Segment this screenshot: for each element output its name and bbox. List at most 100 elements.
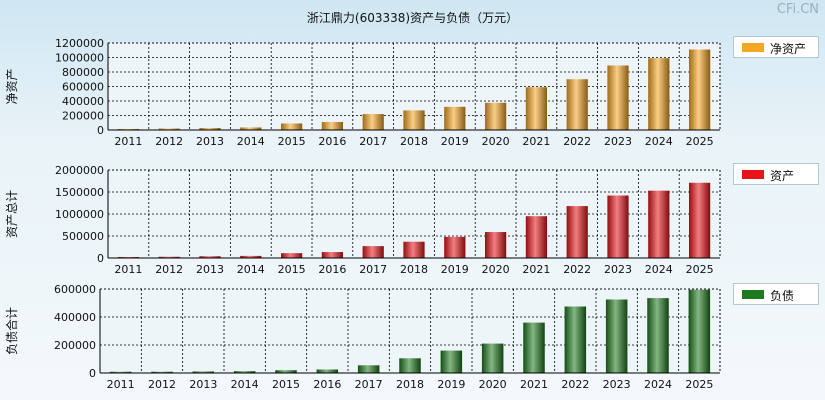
bar-net-assets-2022 bbox=[566, 79, 588, 130]
bar-assets-2020 bbox=[484, 232, 507, 258]
chart-title: 浙江鼎力(603338)资产与负债（万元） bbox=[306, 11, 519, 25]
bar-assets-2024 bbox=[648, 190, 670, 258]
y-tick-label-assets: 1500000 bbox=[55, 186, 104, 199]
x-tick-label-assets: 2013 bbox=[196, 263, 224, 276]
x-tick-label-liabilities: 2013 bbox=[189, 378, 217, 391]
x-tick-label-liabilities: 2012 bbox=[148, 378, 176, 391]
x-tick-label-liabilities: 2018 bbox=[396, 378, 424, 391]
x-tick-label-liabilities: 2021 bbox=[520, 378, 548, 391]
x-tick-label-net-assets: 2013 bbox=[196, 135, 224, 148]
x-tick-label-liabilities: 2016 bbox=[313, 378, 341, 391]
bar-assets-2013 bbox=[199, 256, 221, 258]
bar-assets-2025 bbox=[688, 182, 711, 258]
bar-assets-2017 bbox=[362, 246, 384, 258]
x-tick-label-assets: 2020 bbox=[482, 263, 510, 276]
y-tick-label-net-assets: 600000 bbox=[62, 81, 104, 94]
x-tick-label-net-assets: 2020 bbox=[482, 135, 510, 148]
y-tick-label-assets: 500000 bbox=[62, 230, 104, 243]
bar-liabilities-2016 bbox=[316, 369, 339, 373]
y-axis-title-liabilities: 负债合计 bbox=[4, 307, 19, 355]
bar-assets-2023 bbox=[607, 195, 629, 258]
legend-label-net-assets: 净资产 bbox=[770, 42, 807, 56]
bar-net-assets-2021 bbox=[525, 87, 548, 130]
legend-label-liabilities: 负债 bbox=[770, 289, 795, 303]
y-tick-label-liabilities: 400000 bbox=[54, 311, 96, 324]
x-tick-label-net-assets: 2019 bbox=[441, 135, 469, 148]
bar-net-assets-2025 bbox=[688, 49, 711, 130]
x-tick-label-liabilities: 2025 bbox=[685, 378, 713, 391]
bar-assets-2021 bbox=[525, 216, 548, 258]
y-tick-label-assets: 2000000 bbox=[55, 164, 104, 177]
x-tick-label-assets: 2019 bbox=[441, 263, 469, 276]
y-tick-label-liabilities: 0 bbox=[89, 367, 96, 380]
x-tick-label-net-assets: 2023 bbox=[604, 135, 632, 148]
bar-assets-2018 bbox=[403, 241, 425, 258]
legend-label-assets: 资产 bbox=[770, 169, 795, 183]
bar-assets-2019 bbox=[444, 236, 466, 258]
legend-liabilities: 负债 bbox=[733, 283, 819, 305]
bar-liabilities-2020 bbox=[481, 343, 504, 373]
x-tick-label-liabilities: 2022 bbox=[561, 378, 589, 391]
x-tick-label-liabilities: 2014 bbox=[231, 378, 259, 391]
y-tick-label-liabilities: 600000 bbox=[54, 283, 96, 296]
x-tick-label-liabilities: 2017 bbox=[355, 378, 383, 391]
bar-liabilities-2019 bbox=[440, 350, 463, 373]
x-tick-label-net-assets: 2024 bbox=[645, 135, 673, 148]
x-tick-label-net-assets: 2022 bbox=[563, 135, 591, 148]
x-tick-label-net-assets: 2025 bbox=[686, 135, 714, 148]
bar-assets-2014 bbox=[240, 255, 262, 258]
bar-net-assets-2024 bbox=[648, 58, 670, 130]
x-tick-label-assets: 2012 bbox=[155, 263, 183, 276]
bar-net-assets-2011 bbox=[117, 128, 140, 130]
legend-swatch-assets bbox=[742, 170, 764, 179]
x-tick-label-assets: 2011 bbox=[114, 263, 142, 276]
bar-liabilities-2011 bbox=[109, 371, 132, 373]
x-tick-label-assets: 2016 bbox=[318, 263, 346, 276]
x-tick-label-net-assets: 2021 bbox=[522, 135, 550, 148]
bar-net-assets-2015 bbox=[280, 123, 303, 130]
x-tick-label-liabilities: 2019 bbox=[437, 378, 465, 391]
x-tick-label-assets: 2023 bbox=[604, 263, 632, 276]
bar-net-assets-2016 bbox=[321, 122, 344, 130]
bar-net-assets-2023 bbox=[607, 65, 629, 130]
x-tick-label-assets: 2017 bbox=[359, 263, 387, 276]
bar-liabilities-2025 bbox=[688, 289, 711, 373]
bar-net-assets-2014 bbox=[240, 127, 262, 130]
x-tick-label-net-assets: 2016 bbox=[318, 135, 346, 148]
bar-net-assets-2019 bbox=[444, 106, 466, 130]
x-tick-label-assets: 2025 bbox=[686, 263, 714, 276]
bar-liabilities-2022 bbox=[564, 306, 587, 373]
legend-net-assets: 净资产 bbox=[733, 36, 819, 58]
x-tick-label-net-assets: 2011 bbox=[114, 135, 142, 148]
bar-net-assets-2018 bbox=[403, 110, 425, 130]
legend-swatch-net-assets bbox=[742, 43, 764, 52]
x-tick-label-assets: 2014 bbox=[237, 263, 265, 276]
x-tick-label-liabilities: 2020 bbox=[479, 378, 507, 391]
y-tick-label-liabilities: 200000 bbox=[54, 339, 96, 352]
bar-liabilities-2021 bbox=[523, 322, 545, 373]
x-tick-label-net-assets: 2017 bbox=[359, 135, 387, 148]
x-tick-label-assets: 2022 bbox=[563, 263, 591, 276]
y-tick-label-assets: 1000000 bbox=[55, 208, 104, 221]
bar-liabilities-2024 bbox=[647, 298, 669, 373]
y-tick-label-net-assets: 800000 bbox=[62, 66, 104, 79]
x-tick-label-assets: 2021 bbox=[522, 263, 550, 276]
x-tick-label-assets: 2024 bbox=[645, 263, 673, 276]
bar-net-assets-2020 bbox=[484, 102, 507, 130]
y-tick-label-net-assets: 1200000 bbox=[55, 37, 104, 50]
bar-assets-2022 bbox=[566, 206, 588, 258]
legend-assets: 资产 bbox=[733, 163, 819, 185]
x-tick-label-liabilities: 2024 bbox=[644, 378, 672, 391]
x-tick-label-net-assets: 2018 bbox=[400, 135, 428, 148]
bar-net-assets-2017 bbox=[362, 114, 384, 130]
bar-liabilities-2015 bbox=[275, 370, 297, 373]
x-tick-label-liabilities: 2023 bbox=[603, 378, 631, 391]
y-tick-label-net-assets: 1000000 bbox=[55, 52, 104, 65]
x-tick-label-net-assets: 2012 bbox=[155, 135, 183, 148]
x-tick-label-assets: 2018 bbox=[400, 263, 428, 276]
x-tick-label-liabilities: 2011 bbox=[107, 378, 135, 391]
legend-swatch-liabilities bbox=[742, 290, 764, 299]
watermark-logo: CFi.CN bbox=[776, 2, 819, 17]
bar-liabilities-2023 bbox=[605, 299, 628, 373]
y-axis-title-assets: 资产总计 bbox=[5, 190, 19, 238]
